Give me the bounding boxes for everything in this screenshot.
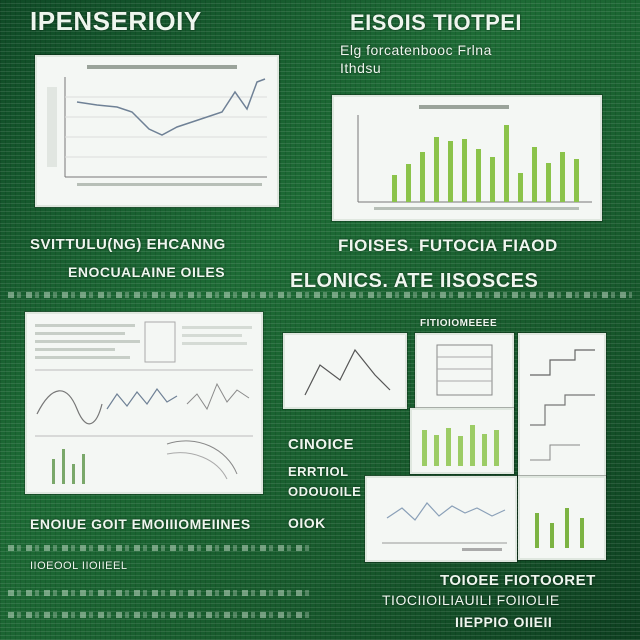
mini-panel-steps	[518, 333, 606, 477]
side-label-1: CINOICE	[288, 436, 355, 453]
mini-line-chart	[382, 502, 507, 551]
text-line	[182, 334, 242, 337]
side-label-2: ERRTIOL	[288, 464, 349, 479]
bar	[470, 425, 475, 466]
x-tick-labels	[374, 207, 579, 210]
subtitle-right-2: Ithdsu	[340, 60, 382, 76]
side-label-4: OIOK	[288, 515, 326, 531]
texture-row	[8, 545, 310, 551]
side-label-3: ODOUOILE	[288, 484, 362, 499]
bar	[392, 175, 397, 202]
text-line	[35, 356, 130, 359]
mini-panel-sketch	[283, 333, 407, 409]
bottom-right-line-3: IIEPPIO OIIEII	[455, 614, 553, 630]
series-line	[76, 78, 266, 136]
bar-chart-panel	[332, 95, 602, 221]
step-line	[530, 349, 595, 376]
bar	[546, 163, 551, 202]
bar	[494, 430, 499, 466]
subtitle-right-1: Elg forcatenbooc Frlna	[340, 42, 492, 58]
x-tick-labels	[77, 183, 262, 186]
chart-title-bar	[87, 65, 237, 69]
mini-bar-chart	[422, 425, 499, 466]
bar	[565, 508, 569, 548]
bar-chart	[357, 105, 592, 210]
bottom-right-line-2: TIOCIIOILIAUILI FOIIOLIE	[382, 592, 560, 608]
wave-chart	[36, 390, 103, 425]
texture-row	[8, 590, 310, 596]
bar	[446, 428, 451, 466]
bar	[434, 435, 439, 466]
bottom-right-line-1: TOIOEE FIOTOORET	[440, 572, 596, 589]
cluster-title: FITIOIOMEEEE	[420, 318, 498, 329]
bar	[560, 152, 565, 202]
mid-left-heading-2: ENOCUALAINE OILES	[68, 264, 226, 280]
text-line	[182, 326, 252, 329]
mini-panel-bars	[410, 408, 514, 474]
bar	[434, 137, 439, 202]
mini-panel-table	[415, 333, 514, 409]
bar	[476, 149, 481, 202]
mini-panel-line	[365, 476, 517, 562]
mid-right-heading-2: ELONICS. ATE IISOSCES	[290, 270, 539, 292]
bar	[72, 464, 75, 484]
bar	[448, 141, 453, 202]
series-line	[386, 502, 506, 521]
bottom-left-line-2: IIOEOOL IIOIIEEL	[30, 560, 128, 572]
sketch-chart	[304, 348, 391, 396]
table-box	[436, 344, 493, 396]
step-chart	[530, 349, 595, 461]
chart-title-bar	[419, 105, 509, 109]
line-chart-panel	[35, 55, 279, 207]
bar	[458, 436, 463, 466]
bar	[535, 513, 539, 548]
sketch-curve	[166, 452, 228, 480]
bar	[406, 164, 411, 202]
step-line	[530, 444, 580, 461]
bar	[422, 430, 427, 466]
bar	[532, 147, 537, 202]
dashboard-panel	[25, 312, 263, 494]
bar	[52, 459, 55, 484]
bar	[518, 173, 523, 202]
dashboard-collage	[35, 321, 253, 484]
mini-table	[436, 344, 493, 396]
text-line	[35, 340, 140, 343]
bar	[490, 157, 495, 202]
mini-panel-bars-2	[518, 476, 606, 560]
text-line	[35, 324, 135, 327]
sketch-line	[304, 348, 391, 396]
text-line	[35, 348, 115, 351]
bar	[420, 152, 425, 202]
bar	[574, 159, 579, 202]
mid-right-heading-1: FIOISES. FUTOCIA FIAOD	[338, 236, 558, 255]
texture-row	[8, 292, 632, 298]
bar	[580, 518, 584, 548]
headline-right: EISOIS TIOTPEI	[350, 10, 523, 35]
y-tick-labels	[47, 87, 57, 167]
x-tick-labels	[462, 548, 502, 551]
mid-left-heading-1: SVITTULU(NG) EHCANNG	[30, 236, 226, 253]
sketch-curve	[166, 440, 238, 475]
bar	[482, 434, 487, 466]
text-line	[35, 332, 125, 335]
wave-chart	[186, 382, 250, 411]
text-line	[182, 342, 247, 345]
mini-chart-box	[144, 321, 176, 363]
wave-chart	[106, 387, 178, 410]
texture-row	[8, 612, 310, 618]
bar	[62, 449, 65, 484]
bar	[504, 125, 509, 202]
line-chart	[47, 65, 267, 186]
bottom-left-line-1: ENOIUE GOIT EMOIIIOMEIINES	[30, 516, 251, 532]
bar	[462, 139, 467, 202]
step-line	[530, 394, 595, 426]
bar	[550, 523, 554, 548]
mini-bar-chart-2	[535, 508, 584, 548]
bar	[82, 454, 85, 484]
headline-left: IPENSERIOIY	[30, 6, 202, 36]
